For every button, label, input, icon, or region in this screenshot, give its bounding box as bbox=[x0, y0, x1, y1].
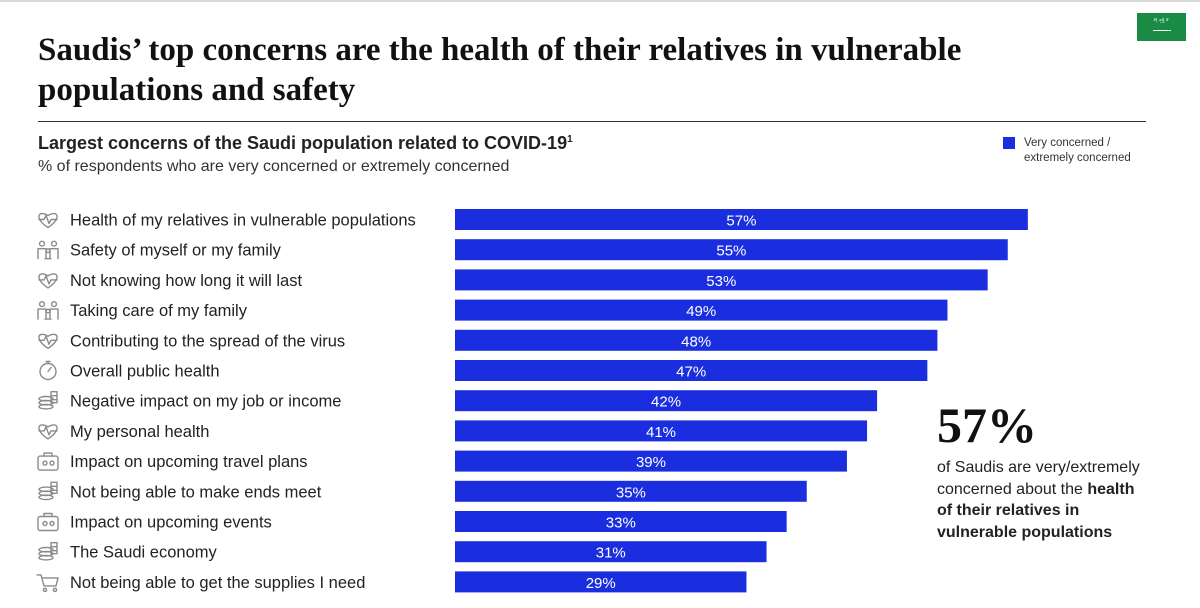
bar-value-label: 39% bbox=[636, 454, 666, 471]
bar bbox=[455, 209, 1028, 230]
bar bbox=[455, 420, 868, 442]
stopwatch-icon bbox=[39, 360, 57, 381]
category-label: Impact on upcoming travel plans bbox=[70, 453, 308, 471]
flag-sword bbox=[1153, 30, 1171, 31]
page-title: Saudis’ top concerns are the health of t… bbox=[38, 32, 962, 108]
bar-value-label: 55% bbox=[716, 243, 746, 260]
top-border bbox=[0, 0, 1200, 2]
callout-number: 57% bbox=[937, 397, 1037, 453]
heart-pulse-icon bbox=[38, 424, 58, 440]
callout-text: of Saudis are very/extremely concerned a… bbox=[937, 457, 1152, 543]
cart-icon bbox=[36, 574, 59, 593]
bar bbox=[455, 239, 1008, 261]
bar bbox=[455, 360, 928, 381]
category-label: Not being able to make ends meet bbox=[70, 483, 322, 501]
coins-icon bbox=[38, 391, 58, 410]
heart-pulse-icon bbox=[38, 333, 58, 349]
flag-script: لا إله إلا الله bbox=[1153, 18, 1169, 23]
bar-value-label: 49% bbox=[686, 303, 716, 320]
bar bbox=[455, 390, 878, 412]
bar-value-label: 41% bbox=[646, 424, 676, 441]
category-label: The Saudi economy bbox=[70, 544, 218, 562]
family-icon bbox=[37, 240, 59, 260]
bar-value-label: 35% bbox=[616, 484, 646, 501]
category-label: Overall public health bbox=[70, 363, 220, 381]
bar bbox=[455, 541, 767, 563]
category-label: My personal health bbox=[70, 423, 209, 441]
chart-title: Largest concerns of the Saudi population… bbox=[38, 133, 573, 154]
bar-value-label: 29% bbox=[586, 575, 616, 592]
bar-value-label: 48% bbox=[681, 333, 711, 350]
bar-value-label: 53% bbox=[706, 273, 736, 290]
callout-text-bold: health of their relatives in vulnerable … bbox=[937, 480, 1135, 541]
category-label: Taking care of my family bbox=[70, 302, 248, 320]
bar bbox=[455, 450, 847, 472]
category-label: Not knowing how long it will last bbox=[70, 272, 302, 290]
bar-value-label: 31% bbox=[596, 545, 626, 562]
saudi-flag-icon: لا إله إلا الله bbox=[1137, 13, 1186, 41]
category-label: Negative impact on my job or income bbox=[70, 393, 341, 411]
chart-legend: Very concerned / extremely concerned bbox=[1003, 136, 1149, 166]
bar bbox=[455, 329, 938, 351]
bar bbox=[455, 480, 807, 502]
luggage-icon bbox=[37, 512, 59, 532]
title-divider bbox=[38, 121, 1146, 122]
bar-value-label: 33% bbox=[606, 515, 636, 532]
category-label: Not being able to get the supplies I nee… bbox=[70, 574, 365, 592]
luggage-icon bbox=[37, 452, 59, 471]
callout-text-lead: of Saudis are very/extremely concerned a… bbox=[937, 459, 1140, 498]
heart-pulse-icon bbox=[38, 273, 58, 289]
category-label: Contributing to the spread of the virus bbox=[70, 332, 345, 350]
legend-swatch bbox=[1003, 137, 1015, 149]
bar-value-label: 42% bbox=[651, 394, 681, 411]
coins-icon bbox=[38, 481, 58, 501]
legend-label: Very concerned / extremely concerned bbox=[1024, 137, 1131, 164]
bar-value-label: 47% bbox=[676, 364, 706, 381]
bar bbox=[455, 269, 988, 291]
family-icon bbox=[37, 301, 59, 320]
chart-title-text: Largest concerns of the Saudi population… bbox=[38, 133, 568, 153]
heart-pulse-icon bbox=[38, 212, 58, 229]
bar bbox=[455, 511, 787, 532]
bar bbox=[455, 571, 747, 593]
chart-title-footnote: 1 bbox=[567, 134, 573, 145]
category-label: Impact on upcoming events bbox=[70, 514, 272, 532]
category-label: Health of my relatives in vulnerable pop… bbox=[70, 212, 416, 230]
chart-subtitle: % of respondents who are very concerned … bbox=[38, 158, 510, 175]
coins-icon bbox=[38, 542, 58, 561]
bar bbox=[455, 299, 948, 321]
category-label: Safety of myself or my family bbox=[70, 242, 282, 260]
bar-value-label: 57% bbox=[726, 213, 756, 230]
